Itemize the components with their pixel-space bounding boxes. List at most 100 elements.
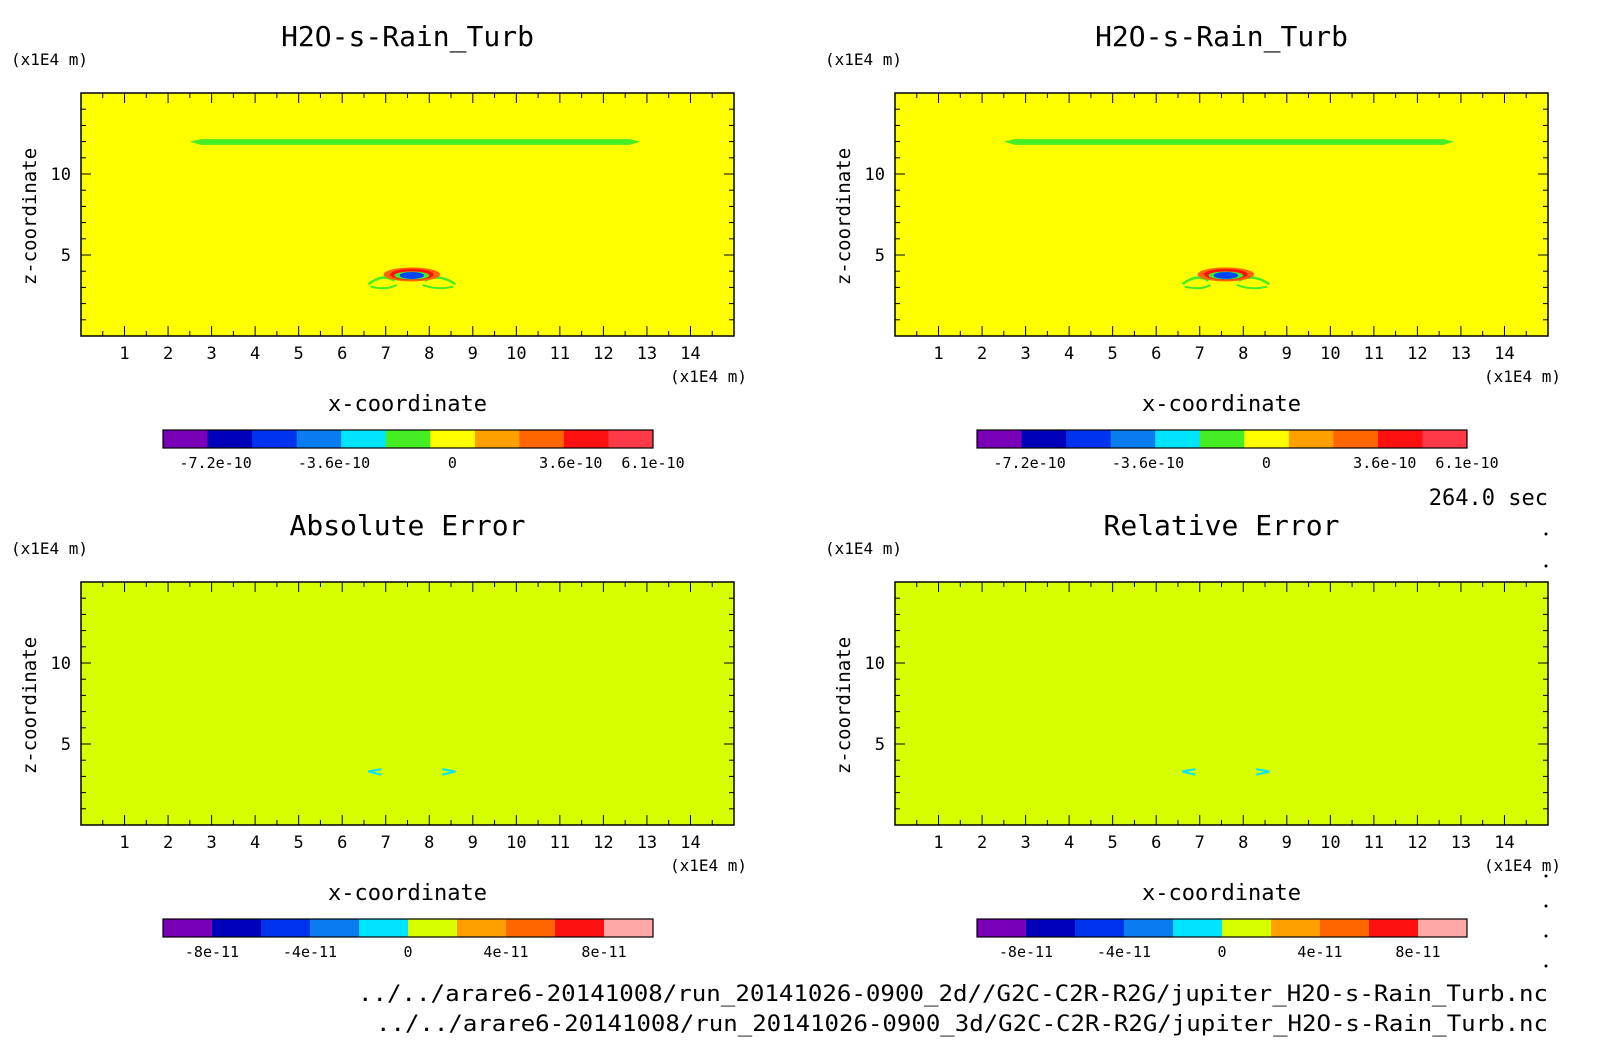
colorbar-frame (162, 918, 654, 938)
colorbar-segment (252, 430, 298, 448)
colorbar-label: -4e-11 (283, 943, 337, 961)
colorbar-segment (212, 919, 262, 937)
x-tick-label: 5 (294, 833, 304, 853)
error-left-chevron (1182, 768, 1196, 776)
x-tick-label: 13 (637, 833, 657, 853)
colorbar-segment (563, 430, 609, 448)
x-tick-label: 3 (206, 344, 216, 364)
x-tick-label: 10 (1320, 344, 1340, 364)
error-right-chevron (442, 768, 456, 776)
colorbar-segment (1026, 919, 1076, 937)
x-unit-label: (x1E4 m) (670, 367, 747, 386)
colorbar-segment (608, 430, 654, 448)
x-tick-label: 9 (468, 833, 478, 853)
colorbar-segment (163, 430, 209, 448)
x-tick-label: 11 (1364, 833, 1384, 853)
plot-field (81, 93, 734, 336)
x-tick-label: 6 (337, 344, 347, 364)
y-unit-label: (x1E4 m) (825, 50, 902, 69)
x-tick-label: 13 (637, 344, 657, 364)
colorbar-segment (1075, 919, 1125, 937)
plot-field (895, 582, 1548, 825)
x-tick-label: 7 (1195, 344, 1205, 364)
x-tick-label: 8 (1238, 344, 1248, 364)
x-tick-label: 6 (1151, 833, 1161, 853)
colorbar-segment (1288, 430, 1334, 448)
x-tick-label: 9 (1282, 833, 1292, 853)
colorbar-label: 3.6e-10 (539, 454, 602, 472)
y-axis-label: z-coordinate (19, 148, 41, 285)
x-tick-label: 8 (424, 344, 434, 364)
left-wing-lower (370, 284, 398, 290)
colorbar-segment (1369, 919, 1419, 937)
colorbar-label: 0 (1217, 943, 1226, 961)
x-tick-label: 7 (1195, 833, 1205, 853)
x-tick-label: 3 (1020, 833, 1030, 853)
x-tick-label: 14 (1494, 833, 1514, 853)
x-tick-label: 1 (119, 833, 129, 853)
colorbar-segment (1244, 430, 1290, 448)
blob-core (399, 271, 425, 279)
colorbar-segment (359, 919, 409, 937)
footer-file-path-2: ../../arare6-20141008/run_20141026-0900_… (376, 1012, 1548, 1037)
x-tick-label: 9 (1282, 344, 1292, 364)
colorbar-segment (1418, 919, 1468, 937)
colorbar-frame (976, 429, 1468, 449)
colorbar-frame (976, 918, 1468, 938)
x-tick-label: 2 (163, 833, 173, 853)
colorbar-segment (977, 919, 1027, 937)
x-tick-label: 11 (550, 833, 570, 853)
chart-title: H2O-s-Rain_Turb (1095, 20, 1348, 54)
y-unit-label: (x1E4 m) (825, 539, 902, 558)
x-axis-label: x-coordinate (328, 392, 487, 417)
y-tick-label: 10 (51, 654, 71, 674)
colorbar-label: 8e-11 (1395, 943, 1440, 961)
colorbar-label: 0 (403, 943, 412, 961)
x-tick-label: 13 (1451, 833, 1471, 853)
colorbar-label: 3.6e-10 (1353, 454, 1416, 472)
upper-band (189, 139, 641, 145)
x-tick-label: 2 (163, 344, 173, 364)
x-tick-label: 12 (593, 344, 613, 364)
colorbar-segment (1320, 919, 1370, 937)
colorbar-segment (408, 919, 458, 937)
side-dots (1544, 532, 1548, 968)
x-tick-label: 4 (250, 833, 260, 853)
x-axis-label: x-coordinate (1142, 392, 1301, 417)
y-axis-label: z-coordinate (19, 637, 41, 774)
colorbar-label: -8e-11 (999, 943, 1053, 961)
right-wing-lower (1236, 284, 1268, 290)
x-tick-label: 5 (1108, 833, 1118, 853)
colorbar-segment (1124, 919, 1174, 937)
colorbar-segment (1377, 430, 1423, 448)
x-unit-label: (x1E4 m) (1484, 367, 1561, 386)
colorbar-label: -7.2e-10 (993, 454, 1065, 472)
time-label: 264.0 sec (1429, 486, 1548, 511)
x-tick-label: 1 (119, 344, 129, 364)
colorbar-label: 4e-11 (1297, 943, 1342, 961)
colorbar-segment (977, 430, 1023, 448)
x-tick-label: 4 (250, 344, 260, 364)
colorbar-segment (261, 919, 311, 937)
colorbar-segment (519, 430, 565, 448)
y-tick-label: 5 (875, 735, 885, 755)
x-tick-label: 3 (206, 833, 216, 853)
x-tick-label: 8 (424, 833, 434, 853)
colorbar-label: 4e-11 (483, 943, 528, 961)
x-tick-label: 14 (680, 344, 700, 364)
colorbar-segment (341, 430, 387, 448)
y-unit-label: (x1E4 m) (11, 539, 88, 558)
plot-field (81, 582, 734, 825)
error-right-chevron (1256, 768, 1270, 776)
colorbar-segment (1155, 430, 1201, 448)
x-tick-label: 10 (506, 344, 526, 364)
chart-title: Relative Error (1103, 509, 1339, 542)
x-tick-label: 7 (381, 344, 391, 364)
y-tick-label: 5 (875, 246, 885, 266)
x-tick-label: 2 (977, 833, 987, 853)
chart-title: Absolute Error (289, 509, 525, 542)
colorbar-segment (1422, 430, 1468, 448)
x-unit-label: (x1E4 m) (670, 856, 747, 875)
colorbar-segment (457, 919, 507, 937)
